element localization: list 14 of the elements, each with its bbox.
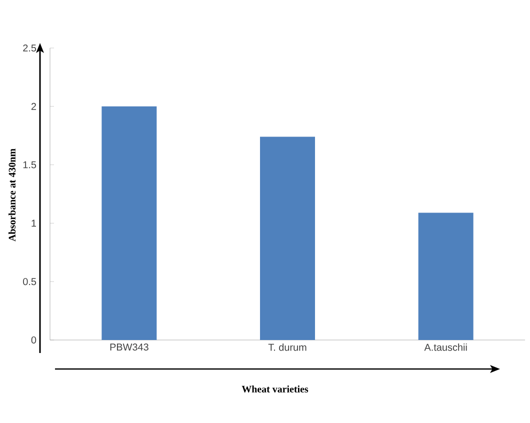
bar (418, 212, 474, 340)
x-tick-label: A.tauschii (424, 344, 467, 351)
x-axis-title: Wheat varieties (242, 385, 308, 393)
bar (102, 106, 157, 340)
y-tick-label: 0 (31, 336, 36, 344)
y-tick-label: 1 (32, 220, 36, 227)
y-tick-label: 0.5 (23, 278, 36, 286)
y-tick-label: 2.5 (23, 44, 36, 52)
x-tick-label: PBW343 (110, 344, 148, 351)
y-tick-label: 2 (31, 102, 36, 110)
bar (260, 136, 316, 340)
y-axis-title: Absorbance at 430nm (8, 148, 16, 242)
x-tick-label: T. durum (268, 344, 306, 351)
y-tick-label: 1.5 (23, 161, 36, 168)
